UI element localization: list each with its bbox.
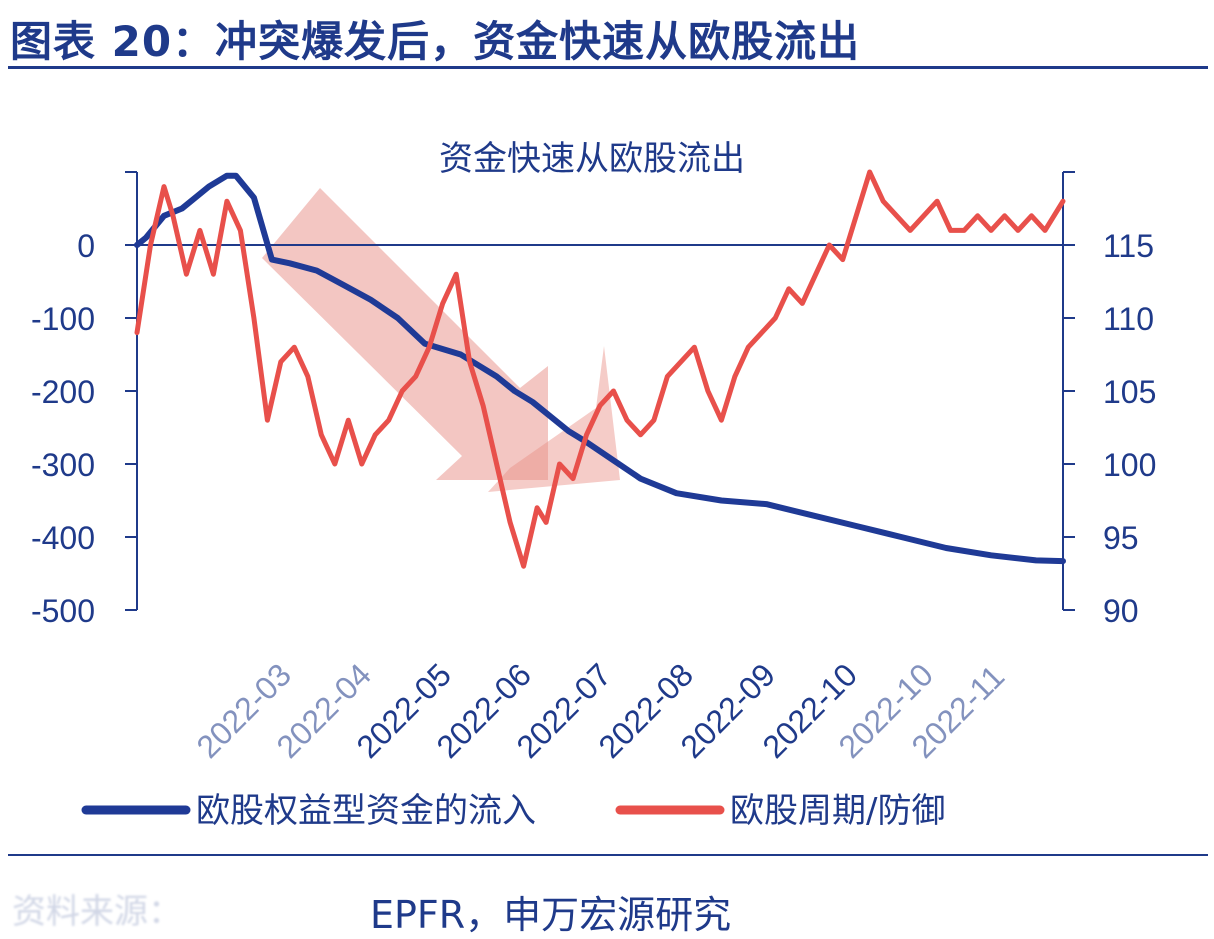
series-layer bbox=[134, 169, 1066, 569]
left-tick-label: -100 bbox=[31, 301, 95, 337]
legend-label: 欧股周期/防御 bbox=[730, 791, 945, 831]
left-tick-label: -300 bbox=[31, 447, 95, 483]
right-tick-label: 95 bbox=[1103, 520, 1139, 556]
legend-label: 欧股权益型资金的流入 bbox=[196, 791, 536, 831]
series-line-fund-flow bbox=[134, 172, 1066, 565]
title-divider bbox=[8, 66, 1208, 69]
right-tick-label: 105 bbox=[1103, 374, 1156, 410]
series-line-cyclical-defensive bbox=[134, 169, 1066, 569]
source-divider bbox=[8, 854, 1208, 856]
source-note: 资料来源： bbox=[12, 892, 182, 932]
right-tick-label: 90 bbox=[1103, 593, 1139, 629]
trend-arrow-1 bbox=[262, 188, 548, 480]
figure-title: 图表 20：冲突爆发后，资金快速从欧股流出 bbox=[10, 17, 861, 66]
left-tick-label: -200 bbox=[31, 374, 95, 410]
trend-arrow-2 bbox=[488, 346, 620, 492]
left-tick-label: 0 bbox=[77, 228, 95, 264]
chart-title: 资金快速从欧股流出 bbox=[439, 139, 745, 179]
right-tick-label: 100 bbox=[1103, 447, 1156, 483]
left-tick-label: -500 bbox=[31, 593, 95, 629]
source-text: EPFR，申万宏源研究 bbox=[370, 893, 732, 937]
right-tick-label: 110 bbox=[1103, 301, 1154, 337]
legend: 欧股权益型资金的流入 欧股周期/防御 bbox=[81, 791, 945, 831]
left-tick-label: -400 bbox=[31, 520, 95, 556]
right-tick-label: 115 bbox=[1103, 228, 1154, 264]
